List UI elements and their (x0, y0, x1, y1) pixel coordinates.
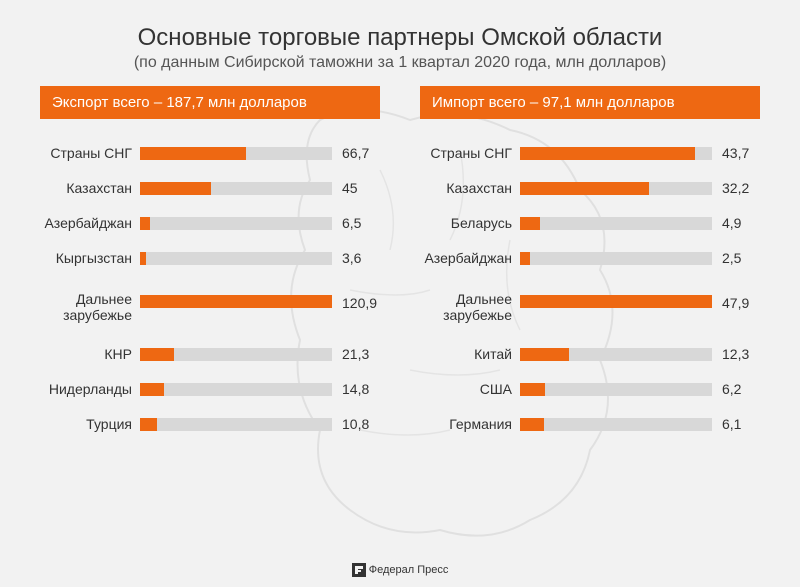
bar-label: США (420, 381, 520, 397)
bar-fill (520, 383, 545, 396)
bar-track (520, 182, 712, 195)
import-header: Импорт всего – 97,1 млн долларов (420, 86, 760, 119)
bar-value: 21,3 (332, 346, 380, 362)
page-subtitle: (по данным Сибирской таможни за 1 кварта… (20, 54, 780, 72)
bar-fill (140, 252, 146, 265)
bar-row: Азербайджан 6,5 (40, 211, 380, 235)
bar-track (520, 147, 712, 160)
import-rows: Страны СНГ 43,7 Казахстан 32,2 Беларусь 4,9 Аз… (420, 141, 760, 436)
bar-row: Азербайджан 2,5 (420, 246, 760, 270)
bar-row: Кыргызстан 3,6 (40, 246, 380, 270)
bar-value: 6,2 (712, 381, 760, 397)
bar-label: Кыргызстан (40, 250, 140, 266)
bar-row: Турция 10,8 (40, 412, 380, 436)
bar-track (140, 217, 332, 230)
bar-track (140, 147, 332, 160)
chart-columns: Экспорт всего – 187,7 млн долларов Стран… (0, 86, 800, 447)
bar-fill (520, 348, 569, 361)
bar-row: Дальнеезарубежье 47,9 (420, 291, 760, 331)
bar-track (520, 252, 712, 265)
header: Основные торговые партнеры Омской област… (0, 0, 800, 86)
bar-fill (140, 348, 174, 361)
bar-value: 4,9 (712, 215, 760, 231)
bar-track (140, 252, 332, 265)
bar-track (140, 348, 332, 361)
bar-value: 14,8 (332, 381, 380, 397)
bar-value: 66,7 (332, 145, 380, 161)
bar-fill (520, 295, 712, 308)
bar-fill (520, 182, 649, 195)
bar-fill (140, 217, 150, 230)
bar-track (140, 418, 332, 431)
page-title: Основные торговые партнеры Омской област… (20, 24, 780, 52)
bar-label: Дальнеезарубежье (420, 291, 520, 323)
bar-value: 6,1 (712, 416, 760, 432)
bar-value: 45 (332, 180, 380, 196)
bar-value: 3,6 (332, 250, 380, 266)
bar-row: Беларусь 4,9 (420, 211, 760, 235)
bar-label: Азербайджан (420, 250, 520, 266)
bar-track (520, 348, 712, 361)
bar-label: Нидерланды (40, 381, 140, 397)
bar-label: Казахстан (40, 180, 140, 196)
bar-row: Страны СНГ 43,7 (420, 141, 760, 165)
bar-label: Китай (420, 346, 520, 362)
bar-fill (140, 147, 246, 160)
bar-fill (140, 418, 157, 431)
bar-value: 12,3 (712, 346, 760, 362)
export-header: Экспорт всего – 187,7 млн долларов (40, 86, 380, 119)
bar-value: 2,5 (712, 250, 760, 266)
bar-value: 120,9 (332, 295, 380, 311)
bar-row: США 6,2 (420, 377, 760, 401)
bar-fill (520, 217, 540, 230)
bar-track (520, 217, 712, 230)
bar-track (520, 418, 712, 431)
bar-row: Дальнеезарубежье 120,9 (40, 291, 380, 331)
bar-label: Страны СНГ (40, 145, 140, 161)
bar-label: Турция (40, 416, 140, 432)
bar-fill (520, 147, 695, 160)
bar-row: КНР 21,3 (40, 342, 380, 366)
bar-fill (520, 252, 530, 265)
export-rows: Страны СНГ 66,7 Казахстан 45 Азербайджан 6,5 К… (40, 141, 380, 436)
bar-label: Беларусь (420, 215, 520, 231)
credit-logo-icon (352, 563, 366, 577)
bar-label: Азербайджан (40, 215, 140, 231)
bar-fill (140, 182, 211, 195)
bar-value: 43,7 (712, 145, 760, 161)
bar-label: Казахстан (420, 180, 520, 196)
credit: Федерал Пресс (0, 563, 800, 577)
import-column: Импорт всего – 97,1 млн долларов Страны … (420, 86, 760, 447)
bar-track (520, 383, 712, 396)
bar-label: КНР (40, 346, 140, 362)
bar-label: Дальнеезарубежье (40, 291, 140, 323)
credit-label: Федерал Пресс (369, 564, 449, 576)
bar-value: 6,5 (332, 215, 380, 231)
bar-label: Германия (420, 416, 520, 432)
bar-track (140, 295, 332, 308)
bar-value: 10,8 (332, 416, 380, 432)
bar-track (140, 383, 332, 396)
bar-row: Германия 6,1 (420, 412, 760, 436)
bar-row: Нидерланды 14,8 (40, 377, 380, 401)
bar-track (140, 182, 332, 195)
bar-fill (520, 418, 544, 431)
export-column: Экспорт всего – 187,7 млн долларов Стран… (40, 86, 380, 447)
bar-track (520, 295, 712, 308)
bar-row: Казахстан 32,2 (420, 176, 760, 200)
bar-fill (140, 383, 164, 396)
bar-value: 47,9 (712, 295, 760, 311)
bar-row: Страны СНГ 66,7 (40, 141, 380, 165)
bar-row: Китай 12,3 (420, 342, 760, 366)
bar-row: Казахстан 45 (40, 176, 380, 200)
bar-fill (140, 295, 332, 308)
bar-value: 32,2 (712, 180, 760, 196)
bar-label: Страны СНГ (420, 145, 520, 161)
